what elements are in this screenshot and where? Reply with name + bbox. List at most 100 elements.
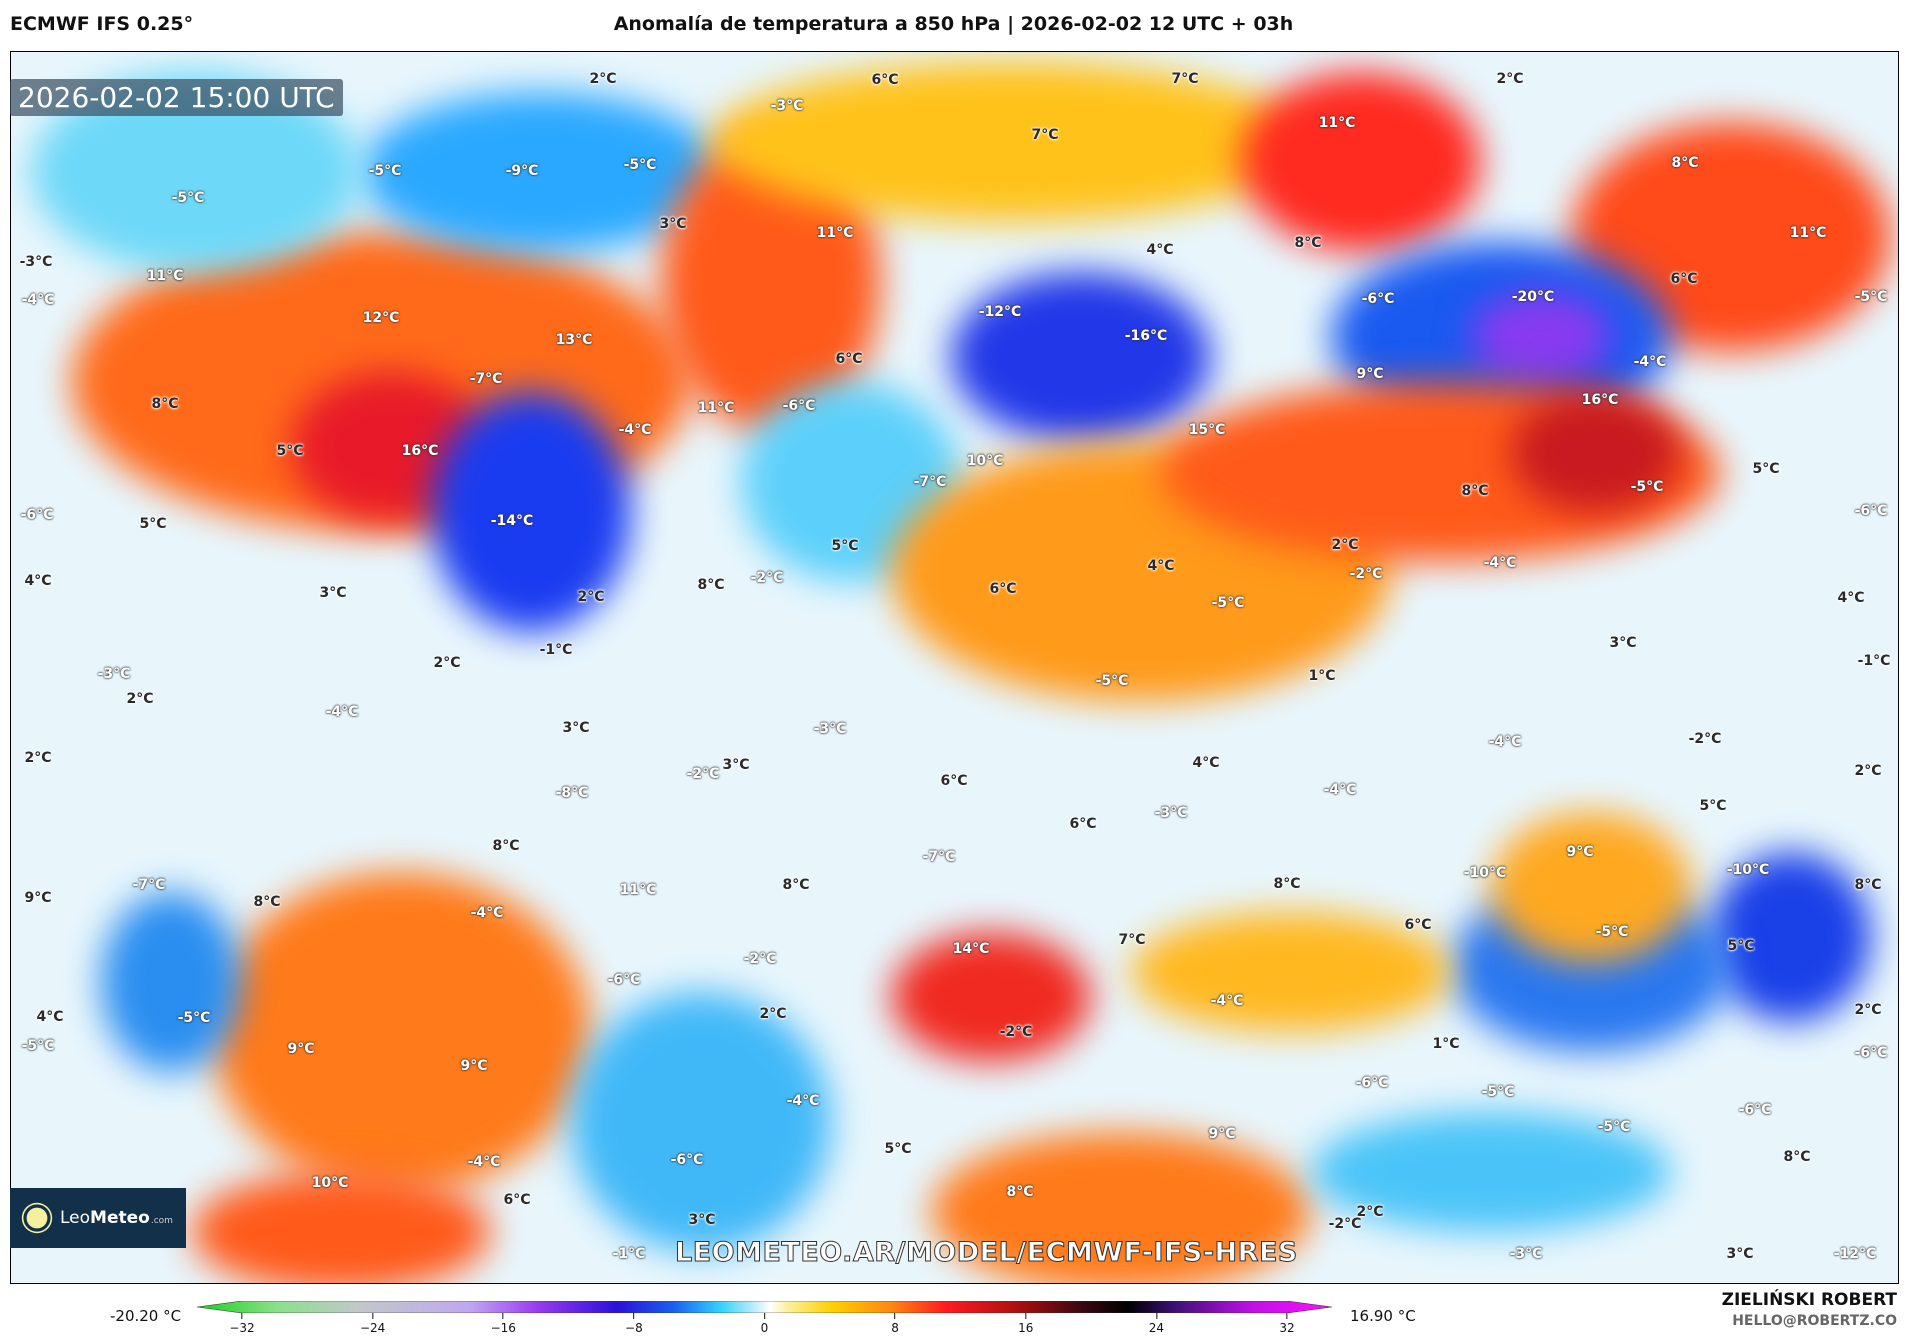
isotherm-label: 2°C (1854, 763, 1882, 779)
isotherm-label: -2°C (1349, 566, 1383, 582)
isotherm-label: -2°C (743, 951, 777, 967)
isotherm-label: -6°C (607, 972, 641, 988)
cold-anomaly-south-pacific-west (101, 892, 241, 1072)
colorbar-tick: 8 (891, 1313, 899, 1335)
colorbar (197, 1301, 1332, 1313)
isotherm-label: 6°C (989, 581, 1017, 597)
isotherm-label: 10°C (966, 453, 1004, 469)
isotherm-label: 6°C (1404, 917, 1432, 933)
isotherm-label: 9°C (460, 1058, 488, 1074)
isotherm-label: 5°C (831, 538, 859, 554)
isotherm-label: -4°C (21, 292, 55, 308)
isotherm-label: 3°C (1726, 1246, 1754, 1262)
warm-anomaly-south-atlantic (891, 932, 1091, 1062)
isotherm-label: -6°C (20, 507, 54, 523)
isotherm-label: 2°C (24, 750, 52, 766)
colorbar-tick: −32 (229, 1313, 254, 1335)
isotherm-label: -9°C (505, 163, 539, 179)
isotherm-label: 11°C (146, 268, 184, 284)
isotherm-label: 7°C (1031, 127, 1059, 143)
isotherm-label: 3°C (659, 216, 687, 232)
isotherm-label: 9°C (287, 1041, 315, 1057)
isotherm-label: 8°C (253, 894, 281, 910)
isotherm-label: -6°C (1355, 1075, 1389, 1091)
cold-core-siberia (1471, 292, 1611, 382)
isotherm-label: -6°C (1854, 503, 1888, 519)
isotherm-label: -5°C (1211, 595, 1245, 611)
leometeo-logo[interactable]: LeoMeteo.com (10, 1188, 186, 1248)
isotherm-label: 6°C (940, 773, 968, 789)
isotherm-label: -1°C (539, 642, 573, 658)
isotherm-label: -16°C (1124, 328, 1168, 344)
isotherm-label: 11°C (1789, 225, 1827, 241)
cold-anomaly-australia-east (1711, 852, 1871, 1022)
isotherm-label: 9°C (1208, 1126, 1236, 1142)
isotherm-label: -5°C (623, 157, 657, 173)
isotherm-label: -6°C (782, 398, 816, 414)
cold-anomaly-weddell (571, 992, 831, 1252)
colorbar-max-label: 16.90 °C (1350, 1307, 1416, 1325)
isotherm-label: -1°C (612, 1246, 646, 1262)
colorbar-tick: −16 (491, 1313, 516, 1335)
colorbar-tick: 32 (1279, 1313, 1294, 1335)
isotherm-label: -4°C (1633, 354, 1667, 370)
isotherm-label: -2°C (686, 766, 720, 782)
isotherm-label: 5°C (1752, 461, 1780, 477)
isotherm-label: -7°C (922, 849, 956, 865)
isotherm-label: -4°C (470, 905, 504, 921)
isotherm-label: -12°C (1833, 1246, 1877, 1262)
isotherm-label: -5°C (21, 1038, 55, 1054)
colorbar-tick: 0 (761, 1313, 769, 1335)
isotherm-label: 6°C (835, 351, 863, 367)
isotherm-label: 8°C (151, 396, 179, 412)
isotherm-label: -2°C (750, 570, 784, 586)
isotherm-label: -6°C (1361, 291, 1395, 307)
isotherm-label: 2°C (1496, 71, 1524, 87)
colorbar-tick: 16 (1018, 1313, 1033, 1335)
isotherm-label: 2°C (1854, 1002, 1882, 1018)
warm-anomaly-antarctic-west (191, 1172, 491, 1283)
isotherm-label: 13°C (555, 332, 593, 348)
isotherm-label: -3°C (97, 666, 131, 682)
isotherm-label: 14°C (952, 941, 990, 957)
isotherm-label: 4°C (24, 573, 52, 589)
colorbar-tick: −24 (360, 1313, 385, 1335)
warm-anomaly-kara-sea (1241, 72, 1481, 252)
isotherm-label: 5°C (139, 516, 167, 532)
isotherm-label: 11°C (619, 882, 657, 898)
cold-anomaly-southern-indian (1311, 1112, 1671, 1232)
isotherm-label: 4°C (1146, 242, 1174, 258)
isotherm-label: 6°C (503, 1192, 531, 1208)
author-email[interactable]: HELLO@ROBERTZ.CO (1732, 1313, 1897, 1329)
isotherm-label: -6°C (1738, 1102, 1772, 1118)
isotherm-label: 2°C (759, 1006, 787, 1022)
model-name: ECMWF IFS 0.25° (10, 13, 194, 35)
isotherm-label: 2°C (433, 655, 461, 671)
isotherm-label: 8°C (697, 577, 725, 593)
isotherm-label: 8°C (1006, 1184, 1034, 1200)
isotherm-label: 3°C (1609, 635, 1637, 651)
isotherm-label: 6°C (1069, 816, 1097, 832)
isotherm-label: 1°C (1432, 1036, 1460, 1052)
isotherm-label: 3°C (688, 1212, 716, 1228)
isotherm-label: -1°C (1857, 653, 1891, 669)
isotherm-label: 10°C (311, 1175, 349, 1191)
isotherm-label: -2°C (999, 1024, 1033, 1040)
colorbar-ticks: −32 −24 −16 −8 0 8 16 24 32 (197, 1313, 1332, 1339)
isotherm-label: 5°C (276, 443, 304, 459)
cold-anomaly-arctic-canada (361, 92, 721, 252)
isotherm-label: -3°C (1154, 805, 1188, 821)
isotherm-label: -5°C (1630, 479, 1664, 495)
warm-anomaly-south-pacific (211, 872, 591, 1192)
isotherm-label: -8°C (555, 785, 589, 801)
isotherm-label: -5°C (1854, 289, 1888, 305)
isotherm-label: -2°C (1688, 731, 1722, 747)
isotherm-label: 8°C (492, 838, 520, 854)
isotherm-label: -6°C (670, 1152, 704, 1168)
isotherm-label: -10°C (1463, 865, 1507, 881)
isotherm-label: 11°C (1318, 115, 1356, 131)
isotherm-label: 9°C (24, 890, 52, 906)
isotherm-label: -3°C (19, 254, 53, 270)
watermark-url: LEOMETEO.AR/MODEL/ECMWF-IFS-HRES (675, 1237, 1298, 1269)
isotherm-label: -3°C (1509, 1246, 1543, 1262)
